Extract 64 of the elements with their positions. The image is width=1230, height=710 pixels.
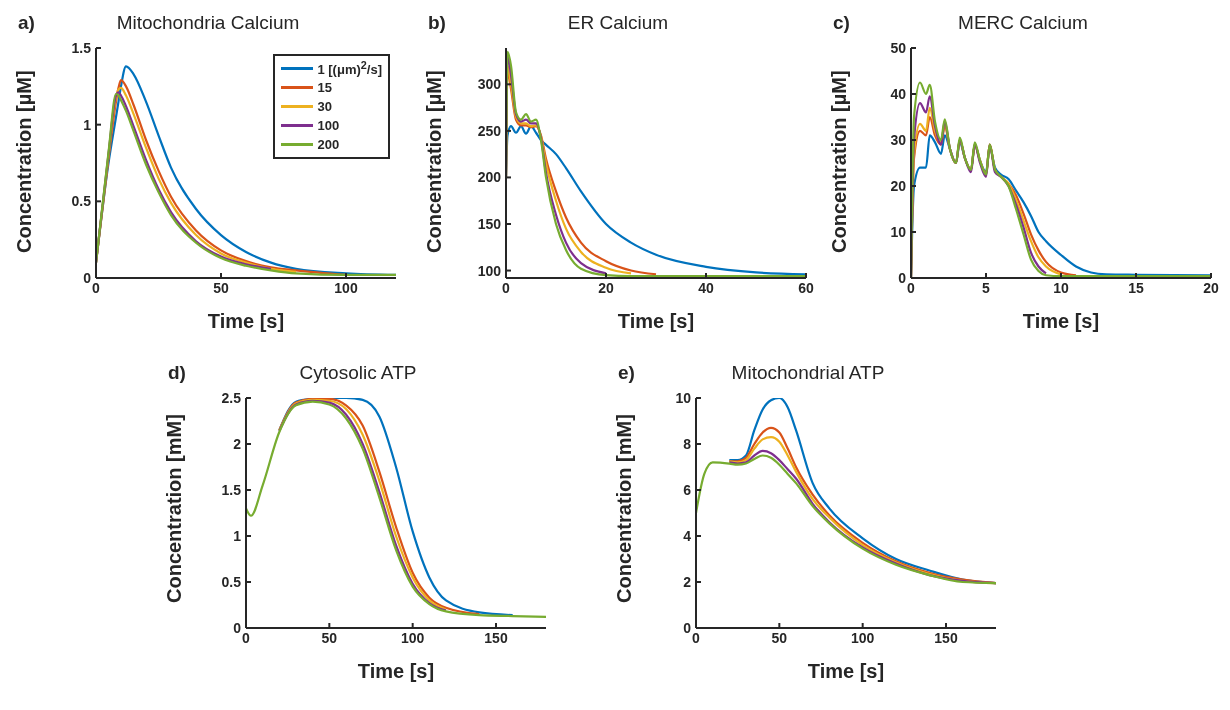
x-axis-title: Time [s] — [807, 660, 885, 682]
y-tick-label: 300 — [477, 76, 502, 93]
text: a) — [18, 12, 35, 34]
x-tick-label: 100 — [334, 279, 358, 296]
x-tick-label: 50 — [321, 629, 338, 646]
x-tick-label: 100 — [400, 629, 425, 646]
y-tick-label: 1.5 — [71, 39, 92, 56]
x-tick-label: 60 — [798, 279, 814, 296]
x-axis-title: Time [s] — [357, 660, 435, 682]
y-tick-label: 250 — [477, 122, 502, 139]
y-tick-label: 0.5 — [71, 193, 92, 210]
x-tick-label: 20 — [1203, 279, 1219, 296]
y-tick-label: 100 — [477, 262, 502, 279]
x-tick-label: 20 — [598, 279, 614, 296]
x-tick-label: 50 — [771, 629, 788, 646]
chart-title: Mitochondrial ATP — [731, 362, 885, 383]
y-axis-title: Concentration [mM] — [613, 414, 636, 603]
y-tick-label: 20 — [890, 177, 907, 194]
y-tick-label: 0.5 — [221, 573, 242, 590]
legend-label: 200 — [317, 137, 340, 152]
y-axis-title: Concentration [mM] — [163, 414, 186, 603]
y-tick-label: 4 — [683, 527, 692, 544]
y-tick-label: 1.5 — [221, 481, 242, 498]
legend-label: 30 — [317, 99, 332, 114]
text: c) — [833, 12, 850, 34]
line-series — [96, 86, 298, 273]
x-axis-title: Time [s] — [1022, 310, 1100, 332]
y-tick-label: 1 — [83, 116, 92, 133]
line-series — [246, 400, 546, 619]
y-tick-label: 200 — [477, 169, 502, 186]
chart-title: Mitochondria Calcium — [116, 12, 300, 33]
x-tick-label: 15 — [1128, 279, 1144, 296]
y-tick-label: 2.5 — [221, 389, 242, 406]
y-axis-title: Concentration [µM] — [828, 70, 851, 253]
y-tick-label: 10 — [675, 389, 692, 406]
y-tick-label: 50 — [890, 39, 907, 56]
y-tick-label: 1 — [233, 527, 242, 544]
y-tick-label: 2 — [683, 573, 692, 590]
text: d) — [168, 362, 186, 384]
chart-title: Cytosolic ATP — [299, 362, 417, 383]
x-tick-label: 100 — [850, 629, 875, 646]
y-tick-label: 30 — [890, 131, 907, 148]
line-series — [506, 50, 806, 278]
legend-label: 15 — [317, 80, 332, 95]
text: b) — [428, 12, 446, 34]
chart-title: ER Calcium — [567, 12, 669, 33]
x-tick-label: 5 — [982, 279, 991, 296]
y-axis-title: Concentration [µM] — [423, 70, 446, 253]
y-tick-label: 40 — [890, 85, 907, 102]
legend-label: 1 [(μm)$^{2}$/s] — [317, 59, 382, 78]
x-tick-label: 10 — [1053, 279, 1069, 296]
y-tick-label: 2 — [233, 435, 242, 452]
legend-label: 100 — [317, 118, 340, 133]
x-tick-label: 40 — [698, 279, 714, 296]
x-tick-label: 150 — [934, 629, 958, 646]
text: e) — [618, 362, 635, 384]
chart-title: MERC Calcium — [958, 12, 1088, 33]
y-tick-label: 8 — [683, 435, 692, 452]
x-axis-title: Time [s] — [207, 310, 285, 332]
y-axis-title: Concentration [µM] — [13, 70, 36, 253]
x-axis-title: Time [s] — [617, 310, 695, 332]
y-tick-label: 6 — [683, 481, 692, 498]
y-tick-label: 10 — [890, 223, 907, 240]
y-tick-label: 150 — [477, 215, 502, 232]
